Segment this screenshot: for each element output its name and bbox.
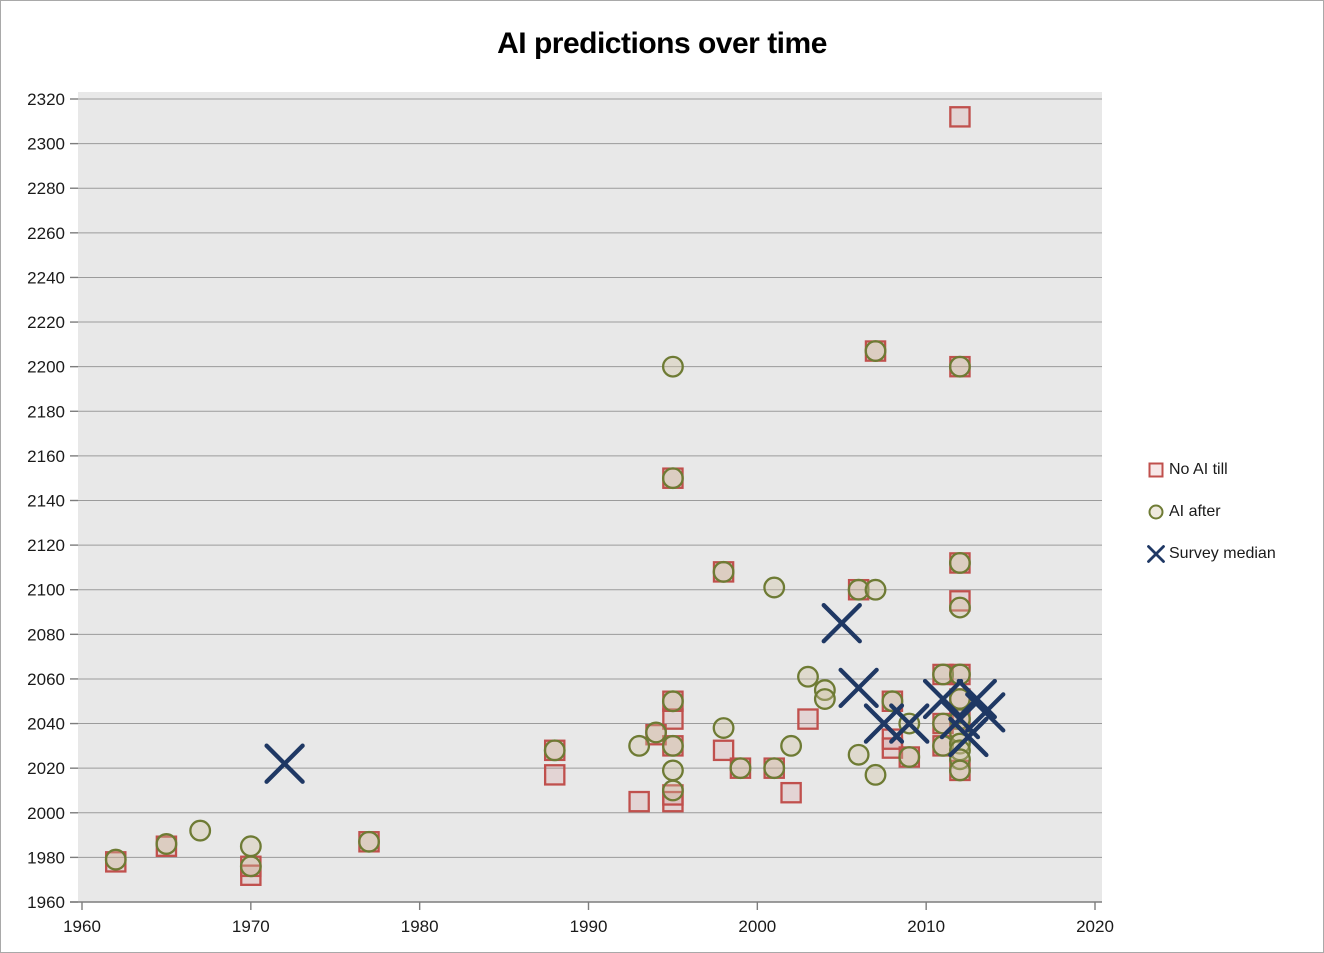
svg-text:2040: 2040 — [27, 715, 65, 734]
svg-text:2300: 2300 — [27, 135, 65, 154]
legend-item-survey-median: Survey median — [1145, 542, 1323, 566]
svg-text:2060: 2060 — [27, 670, 65, 689]
svg-text:2200: 2200 — [27, 358, 65, 377]
svg-text:2120: 2120 — [27, 536, 65, 555]
svg-text:2020: 2020 — [27, 759, 65, 778]
svg-text:1980: 1980 — [27, 848, 65, 867]
square-marker-icon — [1145, 459, 1167, 481]
svg-text:1960: 1960 — [27, 893, 65, 912]
svg-text:2020: 2020 — [1076, 917, 1114, 936]
svg-text:2260: 2260 — [27, 224, 65, 243]
circle-marker-icon — [1145, 501, 1167, 523]
svg-text:2010: 2010 — [907, 917, 945, 936]
legend: No AI till AI after Survey median — [1145, 458, 1323, 584]
svg-text:2160: 2160 — [27, 447, 65, 466]
svg-text:2220: 2220 — [27, 313, 65, 332]
svg-text:1980: 1980 — [401, 917, 439, 936]
svg-text:1970: 1970 — [232, 917, 270, 936]
x-marker-icon — [1145, 543, 1167, 565]
svg-text:2080: 2080 — [27, 625, 65, 644]
svg-text:2000: 2000 — [27, 804, 65, 823]
legend-label-survey-median: Survey median — [1169, 545, 1276, 562]
svg-text:2140: 2140 — [27, 492, 65, 511]
svg-text:1990: 1990 — [570, 917, 608, 936]
svg-text:2320: 2320 — [27, 90, 65, 109]
svg-text:1960: 1960 — [63, 917, 101, 936]
svg-text:2280: 2280 — [27, 179, 65, 198]
legend-label-ai-after: AI after — [1169, 503, 1221, 520]
svg-text:2240: 2240 — [27, 268, 65, 287]
svg-text:2000: 2000 — [738, 917, 776, 936]
legend-label-no-ai-till: No AI till — [1169, 461, 1228, 478]
svg-text:2180: 2180 — [27, 402, 65, 421]
legend-item-ai-after: AI after — [1145, 500, 1323, 524]
chart-title: AI predictions over time — [497, 27, 827, 60]
svg-text:2100: 2100 — [27, 581, 65, 600]
legend-item-no-ai-till: No AI till — [1145, 458, 1323, 482]
